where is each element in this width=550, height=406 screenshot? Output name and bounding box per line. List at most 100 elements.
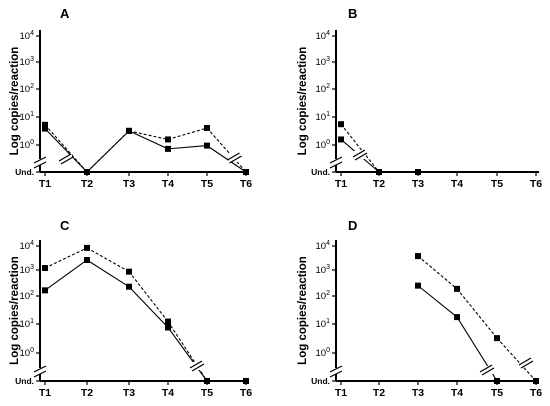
series-dashed-segment: [44, 247, 88, 269]
data-point-solid: [376, 169, 382, 175]
series-dashed-segment: [167, 321, 208, 382]
x-tick-label: T1: [335, 178, 347, 190]
y-axis-break-mark: [33, 370, 47, 378]
data-point-dashed: [42, 121, 48, 128]
data-point-solid: [338, 136, 344, 143]
series-dashed-segment: [340, 123, 380, 173]
x-tick-label: T2: [81, 387, 93, 399]
data-point-dashed: [165, 136, 171, 143]
x-tick-label: T4: [451, 178, 463, 190]
axis-break-mark: [518, 357, 534, 369]
data-point-dashed: [42, 265, 48, 272]
panel-label: A: [60, 6, 70, 21]
y-axis-break-mark: [329, 365, 343, 373]
x-tick-label: T5: [201, 387, 213, 399]
data-point-dashed: [84, 244, 90, 251]
y-axis-break-mark: [329, 370, 343, 378]
data-point-dashed: [415, 253, 421, 260]
data-point-solid: [126, 283, 132, 290]
y-tick-label: 104: [316, 30, 331, 42]
x-tick-label: T3: [123, 387, 135, 399]
data-point-dashed: [494, 335, 500, 342]
series-solid-segment: [44, 128, 88, 173]
y-tick-label: 104: [316, 240, 331, 252]
y-tick-label: 100: [20, 139, 35, 151]
y-tick-label: 100: [316, 347, 331, 359]
y-axis-break-mark: [33, 161, 47, 169]
data-point-solid: [243, 378, 249, 384]
y-tick-label: 100: [316, 139, 331, 151]
x-tick-label: T6: [530, 178, 542, 190]
panel-label: D: [348, 218, 357, 233]
x-tick-label: T6: [240, 178, 252, 190]
data-point-solid: [204, 142, 210, 149]
data-point-solid: [454, 314, 460, 321]
x-tick-label: T1: [335, 387, 347, 399]
y-tick-label: 101: [316, 318, 331, 330]
data-point-dashed: [533, 378, 539, 384]
series-solid-segment: [128, 286, 169, 328]
series-dashed-segment: [456, 288, 498, 339]
data-point-solid: [494, 378, 500, 384]
data-point-solid: [204, 378, 210, 384]
data-point-solid: [243, 169, 249, 175]
series-dashed-segment: [128, 130, 169, 140]
panel-a: A Log copies/reaction Und. 100 101 102 103 104 T…: [9, 6, 252, 190]
x-tick-label: T3: [123, 178, 135, 190]
series-solid-segment: [206, 145, 247, 173]
series-dashed-segment: [86, 247, 130, 273]
y-tick-label: 100: [20, 347, 35, 359]
series-dashed-segment: [167, 127, 208, 140]
y-tick-label: 101: [20, 111, 35, 123]
axis-break-mark: [58, 153, 74, 165]
series-solid-segment: [167, 327, 208, 382]
y-axis-break-mark: [329, 161, 343, 169]
y-tick-label: Und.: [15, 167, 34, 177]
x-tick-label: T3: [412, 178, 424, 190]
data-point-solid: [165, 145, 171, 152]
series-solid-segment: [167, 145, 208, 150]
x-tick-label: T2: [373, 178, 385, 190]
data-point-dashed: [126, 268, 132, 275]
x-tick-label: T1: [39, 178, 51, 190]
y-tick-label: 102: [20, 83, 35, 95]
data-point-solid: [415, 282, 421, 289]
x-tick-label: T4: [162, 178, 174, 190]
series-solid-segment: [86, 130, 130, 173]
x-tick-label: T5: [201, 178, 213, 190]
series-solid-segment: [128, 130, 169, 150]
y-axis-break-mark: [329, 156, 343, 164]
series-solid-segment: [86, 259, 130, 288]
y-tick-label: 104: [20, 30, 35, 42]
x-tick-label: T5: [491, 178, 503, 190]
y-tick-label: Und.: [15, 376, 34, 386]
y-axis-title: Log copies/reaction: [9, 256, 21, 365]
data-point-solid: [84, 169, 90, 175]
y-tick-label: 103: [20, 264, 35, 276]
data-point-solid: [415, 169, 421, 175]
series-dashed-segment: [128, 271, 169, 322]
data-point-dashed: [204, 125, 210, 132]
y-axis-break-mark: [33, 156, 47, 164]
axis-break-mark: [352, 149, 368, 161]
data-point-dashed: [454, 285, 460, 292]
x-tick-label: T6: [240, 387, 252, 399]
data-point-solid: [165, 324, 171, 331]
data-point-dashed: [338, 121, 344, 128]
data-point-solid: [42, 125, 48, 132]
y-axis-title: Log copies/reaction: [297, 47, 309, 156]
panel-d: D Log copies/reaction Und. 100 101 102 103 104 T…: [297, 218, 542, 399]
x-tick-label: T2: [373, 387, 385, 399]
y-tick-label: 101: [316, 111, 331, 123]
data-point-solid: [84, 256, 90, 263]
x-tick-label: T3: [412, 387, 424, 399]
y-axis-break-mark: [33, 365, 47, 373]
series-dashed-segment: [417, 255, 458, 290]
y-axis-title: Log copies/reaction: [9, 47, 21, 156]
panel-b: B Log copies/reaction Und. 100 101 102 103 104 T…: [297, 6, 542, 190]
x-tick-label: T6: [530, 387, 542, 399]
y-tick-label: 102: [316, 83, 331, 95]
y-tick-label: 103: [20, 56, 35, 68]
y-tick-label: Und.: [311, 376, 330, 386]
y-tick-label: Und.: [311, 167, 330, 177]
